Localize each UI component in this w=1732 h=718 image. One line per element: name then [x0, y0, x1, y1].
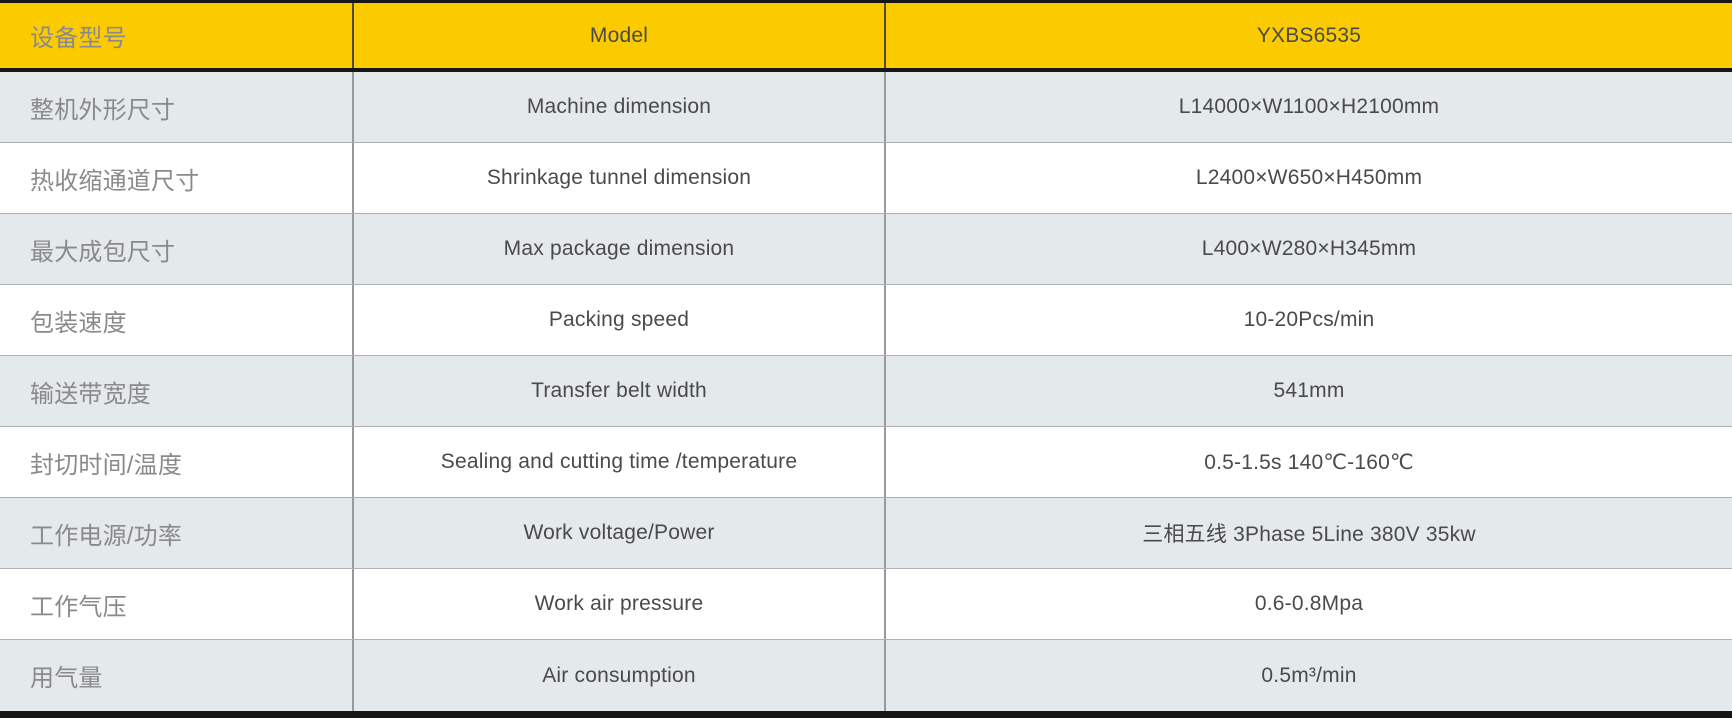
spec-label-en: Max package dimension — [354, 214, 886, 284]
spec-label-cn: 热收缩通道尺寸 — [0, 143, 354, 213]
table-row: 包装速度 Packing speed 10-20Pcs/min — [0, 285, 1732, 356]
spec-label-cn: 封切时间/温度 — [0, 427, 354, 497]
spec-value: 三相五线 3Phase 5Line 380V 35kw — [1142, 523, 1476, 546]
table-row: 热收缩通道尺寸 Shrinkage tunnel dimension L2400… — [0, 143, 1732, 214]
spec-label-en: Sealing and cutting time /temperature — [354, 427, 886, 497]
header-model-value: YXBS6535 — [1256, 23, 1362, 47]
table-row: 封切时间/温度 Sealing and cutting time /temper… — [0, 427, 1732, 498]
table-row: 输送带宽度 Transfer belt width 541mm — [0, 356, 1732, 427]
spec-label-cn: 最大成包尺寸 — [0, 214, 354, 284]
table-row: 工作电源/功率 Work voltage/Power 三相五线 3Phase 5… — [0, 498, 1732, 569]
spec-label-cn: 工作气压 — [0, 569, 354, 639]
table-row: 整机外形尺寸 Machine dimension L14000×W1100×H2… — [0, 72, 1732, 143]
spec-value: 0.6-0.8Mpa — [1254, 592, 1364, 615]
spec-label-cn: 包装速度 — [0, 285, 354, 355]
table-row: 用气量 Air consumption 0.5m³/min — [0, 640, 1732, 711]
spec-label-cn: 工作电源/功率 — [0, 498, 354, 568]
spec-label-cn: 输送带宽度 — [0, 356, 354, 426]
spec-value: 0.5-1.5s 140℃-160℃ — [1204, 450, 1414, 474]
table-row: 最大成包尺寸 Max package dimension L400×W280×H… — [0, 214, 1732, 285]
spec-label-en: Machine dimension — [354, 72, 886, 142]
spec-value: 10-20Pcs/min — [1243, 308, 1375, 331]
table-row: 工作气压 Work air pressure 0.6-0.8Mpa — [0, 569, 1732, 640]
spec-value: L14000×W1100×H2100mm — [1178, 95, 1440, 118]
spec-label-en: Air consumption — [354, 640, 886, 711]
spec-label-en: Work voltage/Power — [354, 498, 886, 568]
spec-value: 541mm — [1273, 379, 1345, 402]
spec-value: L400×W280×H345mm — [1201, 237, 1417, 260]
spec-label-en: Transfer belt width — [354, 356, 886, 426]
spec-value: L2400×W650×H450mm — [1195, 166, 1423, 189]
spec-label-cn: 整机外形尺寸 — [0, 72, 354, 142]
spec-value: 0.5m³/min — [1261, 663, 1357, 687]
header-label-en: Model — [354, 3, 886, 68]
spec-label-en: Shrinkage tunnel dimension — [354, 143, 886, 213]
spec-label-cn: 用气量 — [0, 640, 354, 711]
spec-label-en: Work air pressure — [354, 569, 886, 639]
spec-label-en: Packing speed — [354, 285, 886, 355]
table-header-row: 设备型号 Model YXBS6535 — [0, 3, 1732, 72]
header-label-cn: 设备型号 — [0, 3, 354, 68]
